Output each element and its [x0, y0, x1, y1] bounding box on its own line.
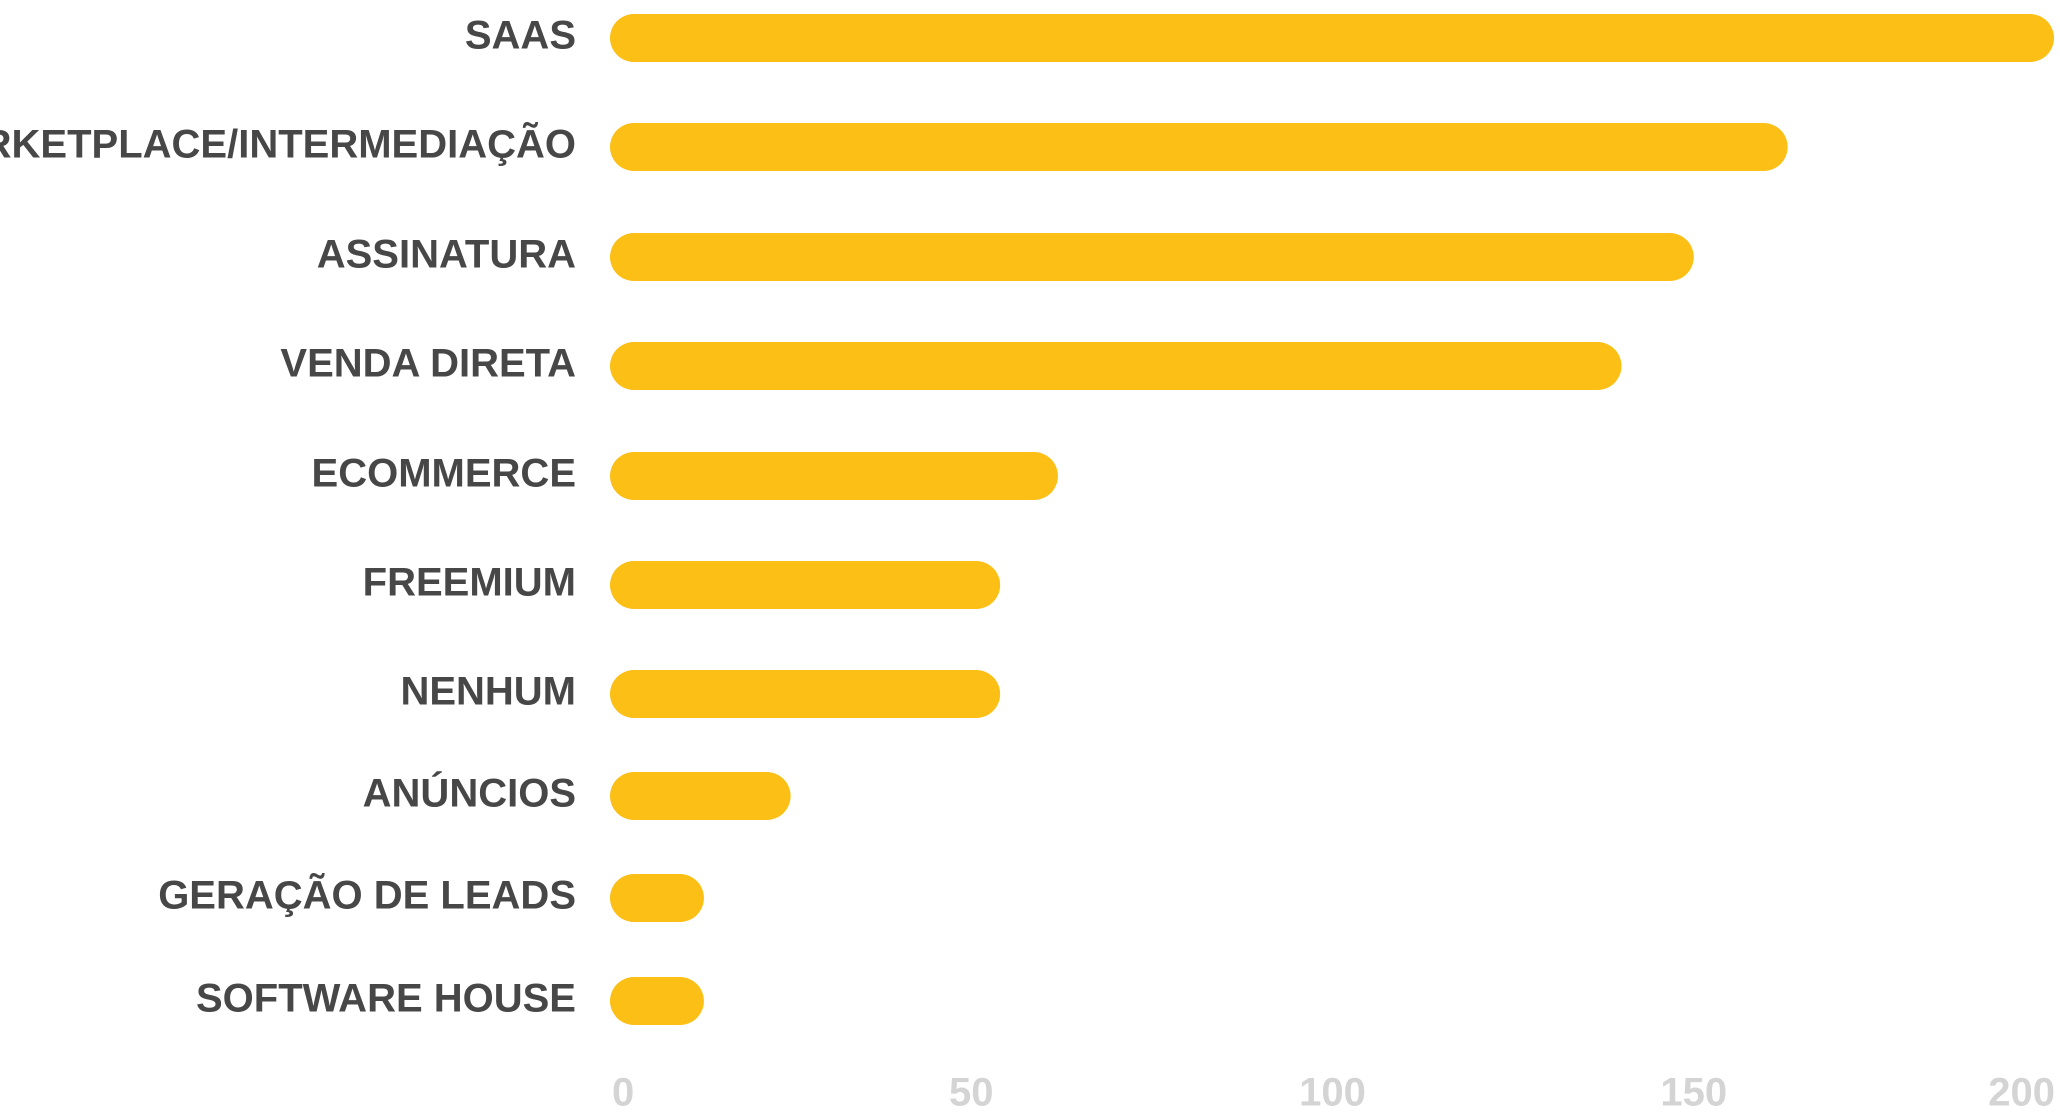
- bar-8: [610, 874, 704, 922]
- category-label: ASSINATURA: [317, 233, 576, 277]
- x-axis-ticks: 0 50 100 150 200: [612, 1071, 2055, 1115]
- category-label: ECOMMERCE: [312, 452, 576, 496]
- bars-group: [610, 14, 2054, 1025]
- category-label: ANÚNCIOS: [363, 770, 576, 816]
- bar-2: [610, 233, 1694, 281]
- bar-6: [610, 670, 1001, 718]
- bar-9: [610, 977, 704, 1025]
- category-label: GERAÇÃO DE LEADS: [158, 872, 576, 918]
- category-label: SOFTWARE HOUSE: [196, 977, 576, 1021]
- x-tick-label: 150: [1660, 1071, 1727, 1115]
- category-label: FREEMIUM: [363, 561, 576, 605]
- bar-4: [610, 452, 1058, 500]
- x-tick-label: 0: [612, 1071, 634, 1115]
- x-tick-label: 100: [1299, 1071, 1366, 1115]
- x-tick-label: 50: [949, 1071, 994, 1115]
- bar-3: [610, 342, 1622, 390]
- x-tick-label: 200: [1988, 1071, 2055, 1115]
- category-labels: SAAS MARKETPLACE/INTERMEDIAÇÃO ASSINATURA V…: [0, 14, 576, 1021]
- bar-1: [610, 123, 1788, 171]
- bar-7: [610, 772, 791, 820]
- category-label: MARKETPLACE/INTERMEDIAÇÃO: [0, 121, 576, 167]
- bar-5: [610, 561, 1001, 609]
- category-label: NENHUM: [400, 670, 576, 714]
- category-label: VENDA DIRETA: [280, 342, 576, 386]
- bar-0: [610, 14, 2054, 62]
- category-label: SAAS: [465, 14, 576, 58]
